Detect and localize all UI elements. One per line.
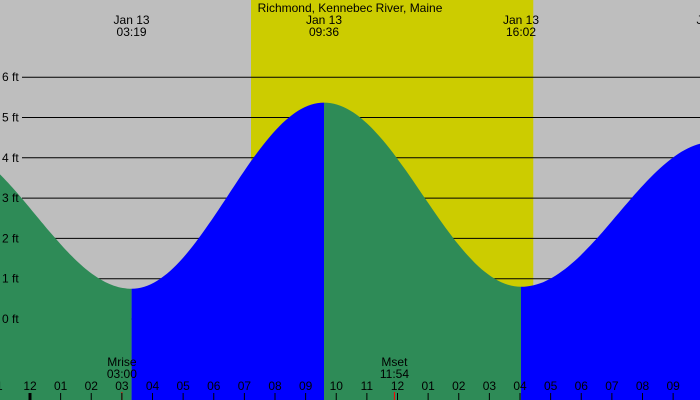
x-tick-label: 11	[361, 379, 374, 393]
x-tick-label: 04	[513, 379, 527, 393]
x-tick-label: 07	[605, 379, 619, 393]
x-axis-ticks: 1 12 01 02 03 04 05 06 07 08 09 10 11 12 01 02 03 04 05 06 0…	[0, 379, 680, 400]
chart-title: Richmond, Kennebec River, Maine	[258, 1, 443, 15]
x-tick-label: 09	[299, 379, 313, 393]
x-tick-label: 07	[238, 379, 252, 393]
y-tick-label: 2 ft	[2, 231, 19, 245]
x-tick-label: 06	[207, 379, 221, 393]
moon-event-label: Mrise	[107, 355, 137, 369]
x-tick-label: 01	[421, 379, 435, 393]
extreme-date: Jan 13	[503, 13, 539, 27]
y-tick-label: 4 ft	[2, 151, 19, 165]
x-tick-label: 02	[85, 379, 99, 393]
x-tick-label: 05	[176, 379, 190, 393]
y-tick-label: 5 ft	[2, 111, 19, 125]
x-tick-label: 06	[575, 379, 589, 393]
extreme-date: Jan 13	[696, 13, 700, 27]
x-tick-label: 05	[544, 379, 558, 393]
extreme-time: 16:02	[506, 25, 536, 39]
x-tick-label: 03	[483, 379, 497, 393]
y-axis-labels: 0 ft 1 ft 2 ft 3 ft 4 ft 5 ft 6 ft	[2, 70, 19, 326]
falling-tide-area	[324, 102, 522, 400]
y-tick-label: 0 ft	[2, 312, 19, 326]
tide-area	[0, 102, 700, 400]
x-tick-label: 1	[0, 379, 3, 393]
x-tick-label: 03	[115, 379, 129, 393]
x-tick-label: 04	[146, 379, 160, 393]
extreme-date: Jan 13	[114, 13, 150, 27]
moon-event-label: Mset	[381, 355, 408, 369]
y-tick-label: 3 ft	[2, 191, 19, 205]
rising-tide-area	[131, 102, 324, 400]
extreme-time: 09:36	[309, 25, 339, 39]
x-tick-label: 12	[23, 379, 37, 393]
moon-event-time: 03:00	[107, 367, 137, 381]
x-tick-label: 01	[54, 379, 68, 393]
x-tick-label: 02	[452, 379, 466, 393]
rising-tide-area	[521, 143, 700, 400]
x-tick-label: 08	[268, 379, 282, 393]
x-tick-label: 10	[330, 379, 344, 393]
y-tick-label: 6 ft	[2, 70, 19, 84]
y-tick-label: 1 ft	[2, 272, 19, 286]
x-tick-label: 09	[666, 379, 680, 393]
extreme-date: Jan 13	[306, 13, 342, 27]
moon-event-time: 11:54	[380, 367, 409, 381]
falling-tide-area	[0, 174, 132, 400]
x-tick-label: 12	[391, 379, 405, 393]
extreme-time: 03:19	[117, 25, 147, 39]
x-tick-label: 08	[636, 379, 650, 393]
